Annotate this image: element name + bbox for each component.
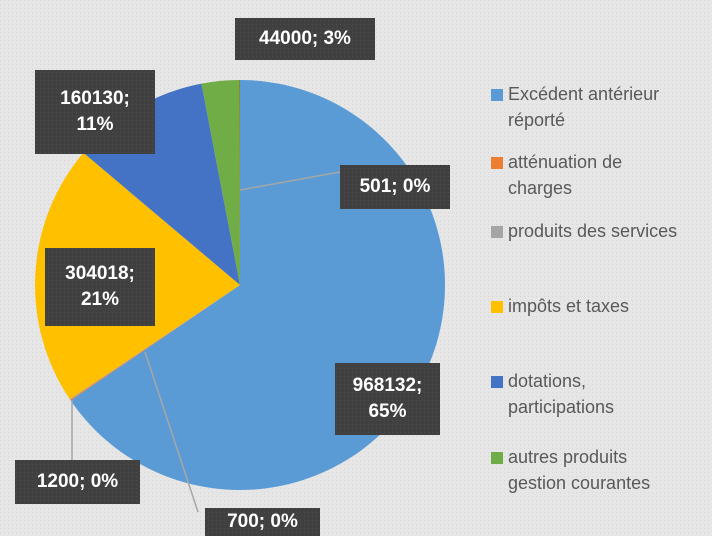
data-label-box: [45, 248, 155, 326]
legend-swatch: [491, 301, 503, 313]
pie-slice: [70, 285, 240, 401]
legend-label: atténuation de charges: [508, 152, 622, 198]
data-label: 44000; 3%: [259, 28, 351, 49]
data-label: 160130; 11%: [60, 88, 130, 135]
legend-label: autres produits gestion courantes: [508, 447, 650, 493]
legend-label: Excédent antérieur réporté: [508, 84, 659, 130]
legend-swatch: [491, 376, 503, 388]
legend-swatch: [491, 157, 503, 169]
legend-label: dotations, participations: [508, 371, 614, 417]
data-label: 304018; 21%: [65, 263, 135, 310]
legend-swatch: [491, 89, 503, 101]
legend-swatch: [491, 226, 503, 238]
data-label-box: [235, 18, 375, 60]
data-label-box: [340, 165, 450, 209]
data-label: 1200; 0%: [37, 471, 118, 492]
data-label: 501; 0%: [360, 176, 431, 197]
data-label: 700; 0%: [227, 511, 298, 532]
leader-line: [239, 171, 341, 191]
data-label-box: [205, 508, 320, 536]
pie-slice: [69, 285, 240, 400]
legend-swatch: [491, 452, 503, 464]
legend-label: impôts et taxes: [508, 296, 629, 316]
leader-line: [144, 351, 199, 513]
data-label-box: [35, 70, 155, 154]
data-label-box: [335, 363, 440, 435]
pie-slice: [201, 80, 240, 286]
legend-label: produits des services: [508, 221, 677, 241]
data-label-box: [15, 460, 140, 504]
data-label: 968132; 65%: [353, 375, 423, 422]
